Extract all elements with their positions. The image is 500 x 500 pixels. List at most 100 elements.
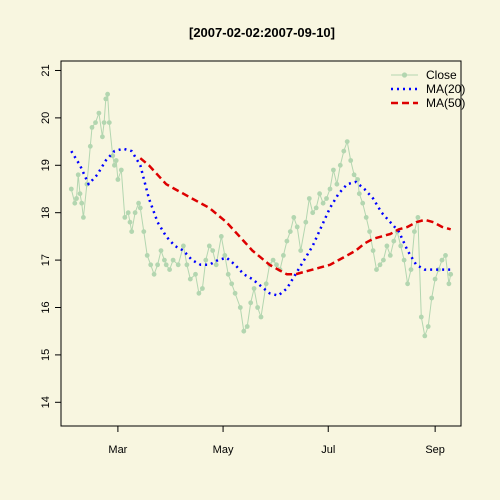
y-tick-label: 14 [40, 396, 52, 408]
data-point [75, 172, 81, 178]
data-point [348, 158, 354, 163]
data-point [206, 243, 212, 249]
data-point [294, 224, 300, 230]
data-point [341, 148, 347, 154]
data-point [196, 290, 202, 296]
data-point [203, 257, 209, 263]
chart-title: [2007-02-02:2007-09-10] [189, 25, 335, 40]
x-tick-label: May [213, 444, 234, 456]
legend-point [401, 72, 408, 78]
data-point [79, 200, 85, 206]
data-point [367, 229, 372, 235]
y-tick-label: 17 [40, 254, 52, 266]
data-point [310, 210, 316, 216]
series-1 [70, 147, 451, 297]
y-axis: 14 15 16 17 18 19 20 21 [40, 64, 62, 408]
data-point [244, 324, 250, 329]
data-point [106, 120, 112, 125]
data-point [72, 200, 78, 206]
x-axis: Mar May Jul Sep [108, 425, 445, 456]
x-tick-label: Jul [321, 444, 335, 456]
data-point [148, 262, 154, 268]
data-point [129, 229, 135, 235]
data-point [317, 191, 322, 197]
data-point [105, 91, 110, 97]
data-point [356, 191, 362, 197]
data-point [370, 248, 376, 254]
data-point [232, 290, 238, 296]
data-point [237, 305, 243, 310]
legend-label-0: Close [426, 68, 457, 82]
data-point [360, 200, 366, 206]
data-point [391, 238, 397, 244]
data-point [415, 215, 421, 220]
series-2 [139, 157, 452, 276]
series-line-1 [70, 147, 451, 297]
y-tick-label: 21 [40, 64, 52, 76]
data-point [320, 200, 326, 206]
data-point [355, 177, 360, 182]
data-point [425, 324, 431, 329]
data-point [184, 262, 190, 268]
data-point [313, 205, 319, 211]
data-point [384, 243, 390, 249]
data-point [263, 281, 269, 287]
series-0 [68, 91, 454, 339]
data-point [162, 257, 167, 263]
data-point [258, 314, 264, 320]
data-point [270, 257, 276, 263]
data-point [281, 253, 286, 258]
data-point [167, 267, 173, 272]
data-point [125, 210, 131, 216]
data-point [210, 248, 216, 254]
data-point [251, 286, 257, 291]
data-point [222, 253, 228, 258]
legend-label-1: MA(20) [426, 82, 465, 96]
data-point [344, 139, 350, 145]
data-point [255, 305, 260, 310]
data-point [112, 162, 117, 168]
x-tick-label: Sep [425, 444, 445, 456]
y-tick-label: 18 [40, 207, 52, 219]
data-point [155, 262, 161, 268]
data-point [337, 162, 343, 168]
data-point [324, 196, 329, 201]
data-point [303, 219, 309, 225]
data-point [87, 143, 93, 149]
data-point [81, 215, 86, 220]
data-point [429, 295, 435, 301]
data-point [422, 333, 428, 339]
series-line-2 [139, 157, 452, 276]
data-point [327, 186, 333, 192]
data-point [381, 257, 386, 263]
data-point [103, 96, 109, 102]
data-point [118, 167, 124, 173]
data-point [291, 215, 297, 220]
data-point [363, 215, 369, 220]
data-point [110, 153, 116, 159]
data-point [229, 281, 235, 287]
data-point [115, 177, 121, 182]
y-tick-label: 16 [40, 301, 52, 313]
data-point [101, 120, 107, 125]
data-point [405, 281, 410, 287]
data-point [200, 286, 205, 291]
data-point [432, 276, 438, 282]
data-point [287, 229, 293, 235]
data-point [446, 281, 452, 287]
data-point [351, 172, 357, 178]
legend-label-2: MA(50) [426, 96, 465, 110]
data-point [77, 191, 83, 197]
data-point [377, 262, 383, 268]
data-point [175, 262, 181, 268]
series-layer [68, 91, 454, 339]
data-point [443, 253, 448, 258]
data-point [439, 257, 445, 263]
data-point [158, 248, 164, 254]
data-point [284, 238, 290, 244]
y-tick-label: 20 [40, 112, 52, 124]
data-point [187, 276, 193, 282]
data-point [398, 243, 404, 249]
data-point [193, 271, 198, 277]
